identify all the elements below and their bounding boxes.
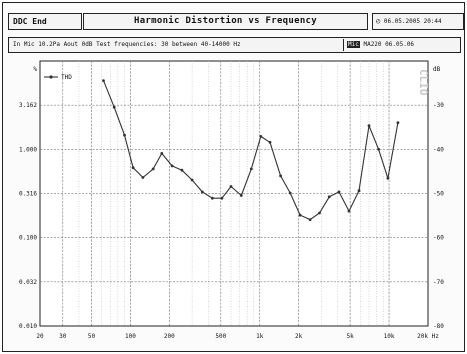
series-point: [131, 166, 135, 170]
y-tick-label-right: -30: [433, 102, 444, 109]
watermark-text: CLIO: [417, 69, 430, 96]
y-tick-label-right: -70: [433, 279, 444, 286]
chart-title: Harmonic Distortion vs Frequency: [83, 13, 368, 30]
y-tick-label-left: 0.010: [19, 323, 37, 330]
y-tick-label-right: -50: [433, 191, 444, 198]
header-timestamp-box: ◴ 06.05.2005 20:44: [372, 13, 464, 30]
mic-id: MA220 06.05.06: [363, 41, 415, 48]
series-point: [210, 196, 214, 200]
clock-icon: ◴: [376, 17, 381, 25]
series-point: [123, 133, 126, 137]
x-tick-label: 100: [125, 333, 136, 340]
series-point: [337, 190, 341, 194]
series-point: [318, 211, 321, 215]
series-point: [112, 105, 116, 109]
info-settings: In Mic 10.2Pa Aout 0dB Test frequencies:…: [13, 41, 241, 48]
y-tick-label-right: -60: [433, 235, 444, 242]
y-tick-label-left: 0.032: [19, 279, 37, 286]
series-point: [327, 195, 331, 199]
legend-label: THD: [61, 74, 72, 81]
x-tick-label: 200: [164, 333, 175, 340]
x-tick-label: 50: [88, 333, 96, 340]
series-point: [377, 147, 380, 151]
series-point: [249, 167, 253, 171]
series-point: [357, 189, 361, 193]
y-tick-label-left: 3.162: [19, 102, 37, 109]
x-tick-label: 2k: [295, 333, 303, 340]
x-tick-label: 20k Hz: [417, 333, 439, 340]
series-point: [229, 185, 233, 188]
y-axis-unit-label-right: dB: [433, 66, 441, 73]
series-point: [239, 194, 243, 197]
y-tick-label-left: 1.000: [19, 146, 37, 153]
series-point: [259, 135, 263, 138]
series-point: [347, 209, 351, 213]
y-axis-unit-label: %: [33, 66, 37, 73]
series-point: [367, 124, 371, 128]
y-tick-label-right: -80: [433, 323, 444, 330]
x-tick-label: 500: [215, 333, 226, 340]
x-tick-label: 10k: [384, 333, 395, 340]
info-bar: In Mic 10.2Pa Aout 0dB Test frequencies:…: [8, 37, 461, 53]
y-tick-label-right: -40: [433, 146, 444, 153]
header-left-label: DDC End: [8, 13, 82, 30]
legend-marker: [49, 75, 53, 79]
info-mic: Mic MA220 06.05.06: [343, 39, 462, 51]
series-point: [190, 178, 194, 182]
x-tick-label: 30: [59, 333, 67, 340]
series-point: [200, 190, 204, 194]
chart-plot: CLIO 20 50 100 200 500 1k 2k 5k 10k 20k Hz 30% dB 3.…: [19, 60, 444, 340]
series-point: [141, 176, 145, 179]
series-point: [170, 164, 174, 168]
header-timestamp: 06.05.2005 20:44: [383, 18, 442, 25]
series-point: [386, 176, 390, 180]
series-point: [279, 174, 282, 178]
series-point: [220, 196, 224, 200]
series-point: [268, 140, 272, 144]
x-tick-label: 5k: [347, 333, 355, 340]
series-point: [151, 167, 155, 171]
x-tick-label: 20: [36, 333, 44, 340]
series-point: [160, 152, 164, 155]
x-tick-label: 1k: [256, 333, 264, 340]
y-tick-label-left: 0.100: [19, 235, 37, 242]
y-tick-label-left: 0.316: [19, 191, 37, 198]
mic-icon: Mic: [347, 41, 360, 48]
series-point: [180, 168, 184, 172]
series-point: [308, 218, 312, 222]
series-point: [102, 79, 105, 82]
series-point: [396, 121, 400, 125]
series-point: [288, 191, 292, 195]
series-point: [298, 213, 302, 217]
